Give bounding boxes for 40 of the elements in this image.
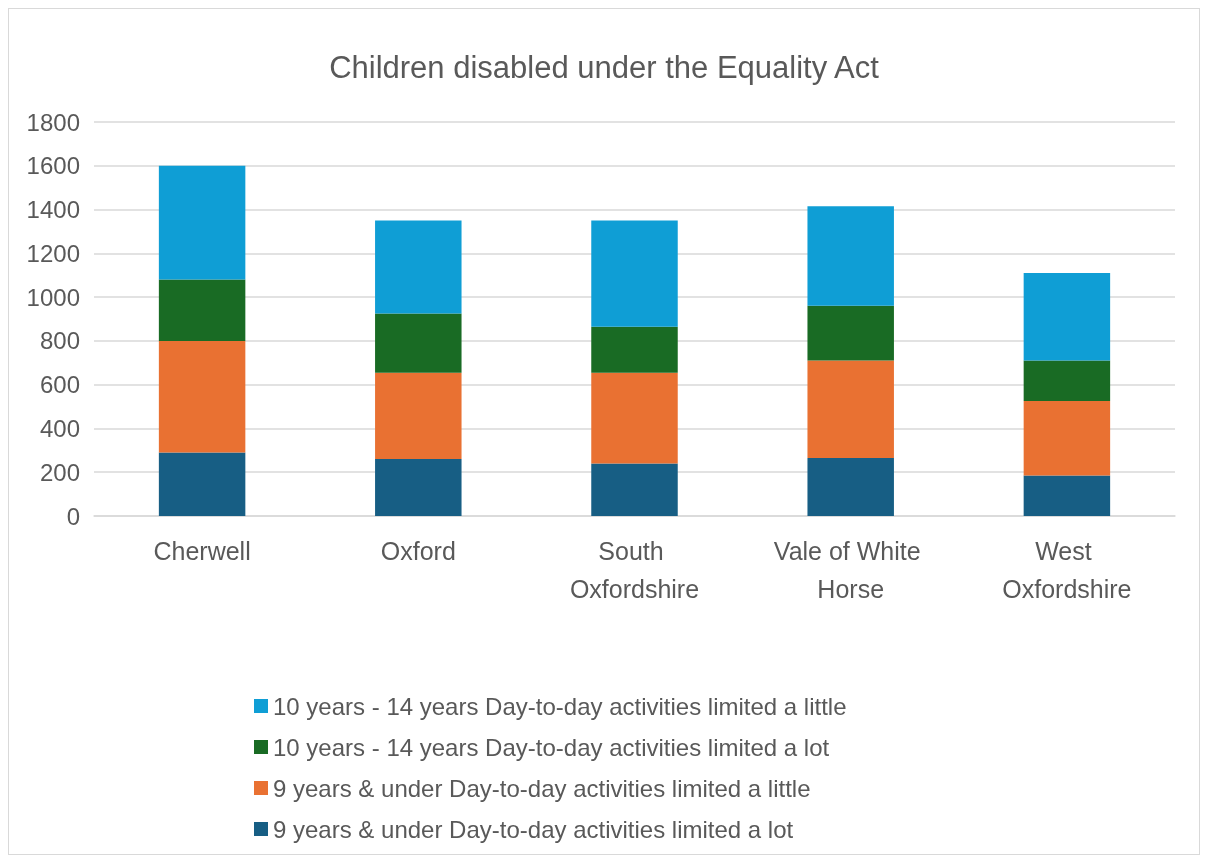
legend-label: 10 years - 14 years Day-to-day activities limited a lot: [273, 733, 830, 761]
bar: [1023, 360, 1111, 402]
bar: [158, 165, 246, 280]
bar: [158, 452, 246, 516]
bar: [591, 326, 678, 373]
x-tick-label: Cherwell: [153, 537, 251, 565]
y-tick-label: 1400: [26, 196, 80, 224]
chart-title: Children disabled under the Equality Act: [329, 50, 880, 85]
y-tick-label: 1600: [26, 152, 80, 180]
x-tick-label: Vale of White Horse: [773, 537, 928, 603]
y-tick-label: 1200: [26, 239, 80, 267]
x-tick-label: South Oxfordshire: [569, 537, 700, 603]
y-tick-label: 400: [39, 414, 80, 442]
bar: [807, 305, 894, 361]
y-tick-label: 1800: [26, 108, 80, 136]
legend-label: 10 years - 14 years Day-to-day activities limited a little: [273, 692, 847, 720]
bar: [807, 457, 894, 516]
bar: [1023, 273, 1111, 361]
legend-label: 9 years & under Day-to-day activities limited a little: [273, 774, 811, 802]
y-tick-label: 0: [66, 502, 80, 530]
bar: [591, 220, 678, 327]
bar: [375, 372, 462, 460]
bar: [591, 372, 678, 464]
bar: [375, 459, 462, 516]
y-tick-label: 200: [39, 458, 80, 486]
bar: [375, 220, 462, 314]
bar: [375, 313, 462, 373]
legend-label: 9 years & under Day-to-day activities limited a lot: [273, 815, 794, 843]
y-tick-label: 800: [39, 327, 80, 355]
bar: [158, 279, 246, 341]
bar: [807, 206, 894, 306]
bar: [591, 463, 678, 516]
y-tick-label: 600: [39, 371, 80, 399]
bar: [1023, 401, 1111, 476]
y-tick-label: 1000: [26, 283, 80, 311]
x-tick-label: Oxford: [380, 537, 456, 565]
x-tick-label: West Oxfordshire: [1002, 537, 1132, 603]
bar: [158, 340, 246, 453]
bar: [1023, 475, 1111, 516]
bar: [807, 360, 894, 458]
